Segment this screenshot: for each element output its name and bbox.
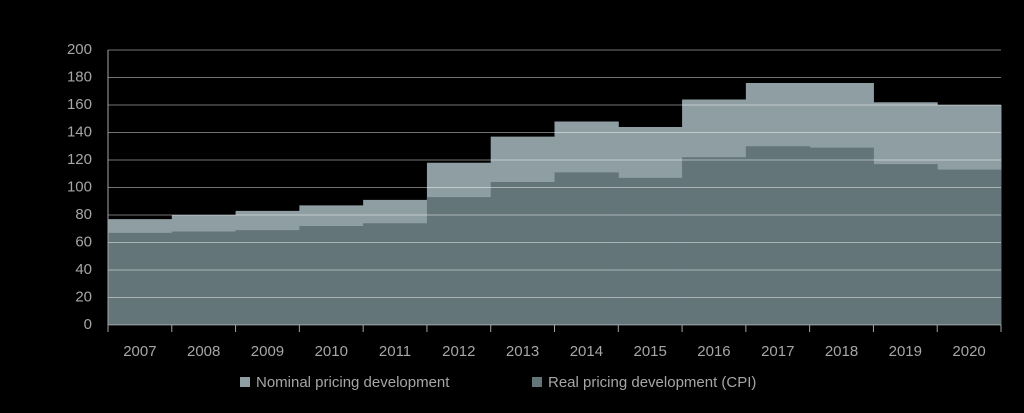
step-area-segment [745, 146, 811, 325]
x-tick-label: 2014 [570, 343, 603, 360]
y-tick-label: 160 [67, 96, 92, 113]
step-area-segment [937, 169, 1002, 325]
x-tick-label: 2013 [506, 343, 539, 360]
step-area-segment [299, 226, 364, 325]
legend-label: Real pricing development (CPI) [548, 374, 756, 391]
x-tick-label: 2012 [442, 343, 475, 360]
legend-label: Nominal pricing development [256, 374, 450, 391]
x-tick-label: 2018 [825, 343, 858, 360]
x-tick-label: 2020 [952, 343, 985, 360]
y-tick-label: 0 [84, 316, 92, 333]
x-tick-label: 2017 [761, 343, 794, 360]
x-tick-label: 2019 [889, 343, 922, 360]
x-tick-label: 2016 [697, 343, 730, 360]
legend-swatch [532, 377, 542, 387]
step-area-segment [809, 147, 874, 325]
step-area-segment [108, 232, 173, 325]
y-tick-label: 20 [75, 288, 92, 305]
step-area-segment [682, 157, 747, 325]
x-tick-label: 2011 [379, 343, 411, 360]
step-area-segment [426, 197, 492, 325]
y-tick-label: 40 [75, 261, 92, 278]
y-tick-label: 60 [75, 233, 92, 250]
x-tick-label: 2010 [315, 343, 348, 360]
y-tick-label: 180 [67, 68, 92, 85]
x-tick-label: 2008 [187, 343, 220, 360]
y-tick-label: 120 [67, 151, 92, 168]
step-area-segment [490, 182, 555, 325]
y-tick-label: 140 [67, 123, 92, 140]
x-tick-label: 2015 [633, 343, 666, 360]
step-area-segment [363, 223, 428, 325]
step-area-segment [554, 172, 619, 325]
y-tick-label: 100 [67, 178, 92, 195]
x-tick-label: 2009 [251, 343, 284, 360]
y-tick-label: 80 [75, 206, 92, 223]
step-area-segment [171, 231, 237, 325]
step-area-segment [873, 164, 938, 325]
x-tick-label: 2007 [123, 343, 156, 360]
step-area-segment [235, 230, 300, 325]
y-tick-label: 200 [67, 41, 92, 58]
step-area-segment [618, 177, 683, 325]
legend-swatch [240, 377, 250, 387]
